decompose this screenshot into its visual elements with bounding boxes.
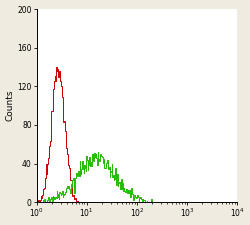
Y-axis label: Counts: Counts xyxy=(6,90,15,121)
